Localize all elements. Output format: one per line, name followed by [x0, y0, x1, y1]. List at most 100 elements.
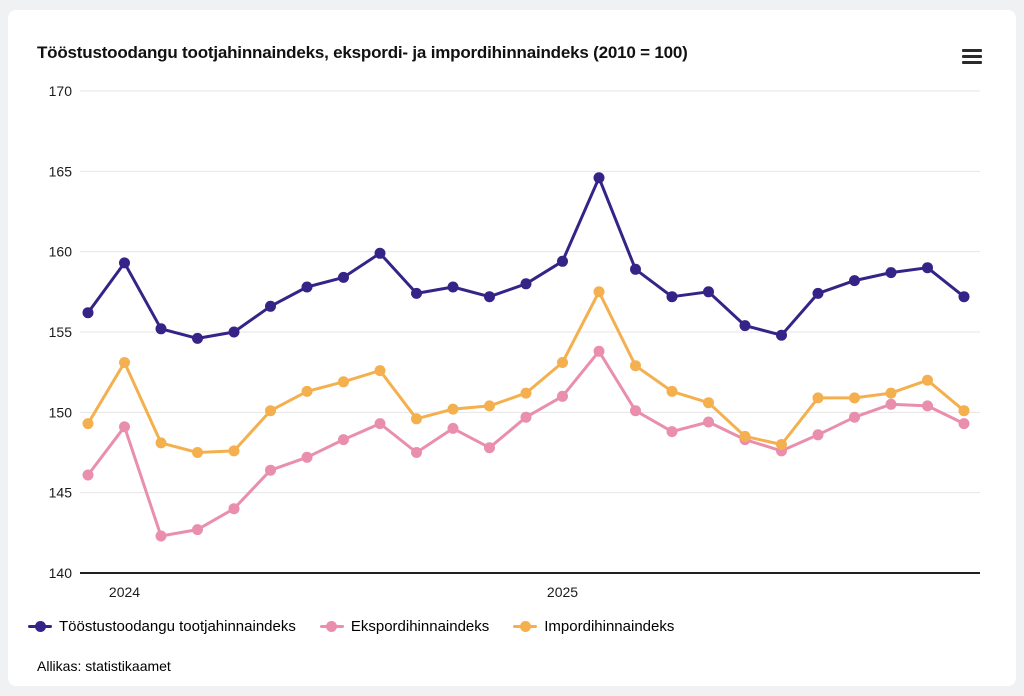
legend-item-impordihinnaindeks[interactable]: Impordihinnaindeks [513, 618, 674, 635]
data-point [338, 271, 349, 283]
data-point [374, 365, 386, 377]
hamburger-menu-icon [962, 49, 982, 64]
data-point [630, 263, 641, 275]
data-point [666, 385, 678, 397]
x-tick-label: 2025 [547, 584, 578, 600]
chart-plot-area: 140 145 150 155 160 165 170 2024 2025 [49, 83, 980, 600]
series-line-Ekspordihinnaindeks [86, 349, 966, 538]
data-point [119, 421, 130, 433]
y-tick-label: 160 [49, 244, 73, 260]
series-line-Tööstustoodangu tootjahinnaindeks [86, 176, 966, 340]
y-tick-label: 150 [49, 404, 73, 420]
data-point [703, 286, 714, 298]
data-point [447, 403, 459, 415]
data-point [155, 530, 167, 542]
data-point [484, 400, 495, 412]
data-point [411, 287, 422, 299]
legend-label: Tööstustoodangu tootjahinnaindeks [59, 617, 296, 635]
chart-card: Tööstustoodangu tootjahinnaindeks, ekspo… [8, 10, 1016, 686]
data-point [374, 247, 386, 259]
data-point [155, 437, 167, 449]
data-point [119, 357, 130, 368]
data-point [265, 405, 276, 417]
y-tick-label: 145 [49, 485, 73, 501]
data-point [411, 447, 422, 458]
y-tick-label: 170 [49, 83, 73, 99]
data-point [812, 392, 824, 404]
legend-label: Ekspordihinnaindeks [350, 617, 490, 635]
data-point [228, 503, 240, 515]
data-point [885, 267, 897, 279]
data-point [630, 405, 641, 417]
data-point [228, 445, 240, 457]
data-point [849, 392, 860, 404]
data-point [885, 387, 897, 399]
data-point [520, 411, 532, 423]
data-point [484, 291, 495, 303]
legend: Tööstustoodangu tootjahinnaindeks Ekspor… [28, 615, 674, 637]
data-point [776, 439, 787, 450]
data-point [666, 426, 678, 438]
data-point [630, 360, 641, 372]
legend-marker-icon [319, 620, 344, 632]
data-point [228, 326, 240, 338]
data-point [703, 397, 714, 409]
data-point [265, 464, 276, 476]
y-tick-label: 155 [49, 324, 73, 340]
data-point [82, 307, 94, 319]
data-point [739, 320, 751, 332]
data-point [739, 430, 751, 442]
data-point [885, 398, 897, 410]
data-point [338, 434, 349, 446]
data-point [447, 281, 459, 293]
legend-marker-icon [513, 620, 538, 632]
data-point [666, 291, 678, 303]
data-point [119, 257, 130, 269]
data-point [557, 390, 568, 402]
data-point [411, 413, 422, 425]
data-point [958, 418, 970, 430]
data-point [593, 286, 605, 298]
data-point [958, 405, 970, 417]
y-tick-label: 140 [49, 565, 73, 581]
data-point [192, 332, 203, 344]
data-point [812, 429, 824, 441]
data-point [922, 374, 933, 386]
chart-title: Tööstustoodangu tootjahinnaindeks, ekspo… [37, 43, 688, 62]
legend-item-ekspordihinnaindeks[interactable]: Ekspordihinnaindeks [319, 617, 490, 635]
data-point [520, 387, 532, 399]
data-point [776, 329, 787, 341]
data-point [265, 300, 276, 312]
data-point [849, 411, 860, 423]
data-point [192, 524, 203, 536]
data-point [849, 275, 860, 287]
data-point [922, 400, 933, 412]
data-point [82, 418, 94, 430]
data-point [557, 357, 568, 368]
context-menu-button[interactable] [958, 46, 986, 70]
data-point [338, 376, 349, 388]
y-tick-label: 165 [49, 163, 73, 179]
legend-marker-icon [28, 620, 52, 632]
data-point [301, 281, 313, 293]
data-point [447, 422, 459, 434]
data-point [374, 418, 386, 430]
legend-item-tootjahinnaindeks[interactable]: Tööstustoodangu tootjahinnaindeks [28, 618, 296, 635]
legend-label: Impordihinnaindeks [544, 617, 675, 635]
data-point [922, 262, 933, 274]
data-point [958, 291, 970, 303]
data-point [812, 287, 824, 299]
data-point [557, 255, 568, 267]
data-point [593, 345, 605, 357]
data-point [593, 172, 605, 184]
data-point [520, 278, 532, 290]
data-point [301, 451, 313, 463]
data-point [82, 469, 94, 481]
data-point [703, 416, 714, 428]
data-point [155, 323, 167, 335]
x-tick-label: 2024 [109, 584, 140, 600]
data-point [484, 442, 495, 454]
data-point [192, 447, 203, 458]
source-note: Allikas: statistikaamet [37, 658, 171, 674]
data-point [301, 385, 313, 397]
